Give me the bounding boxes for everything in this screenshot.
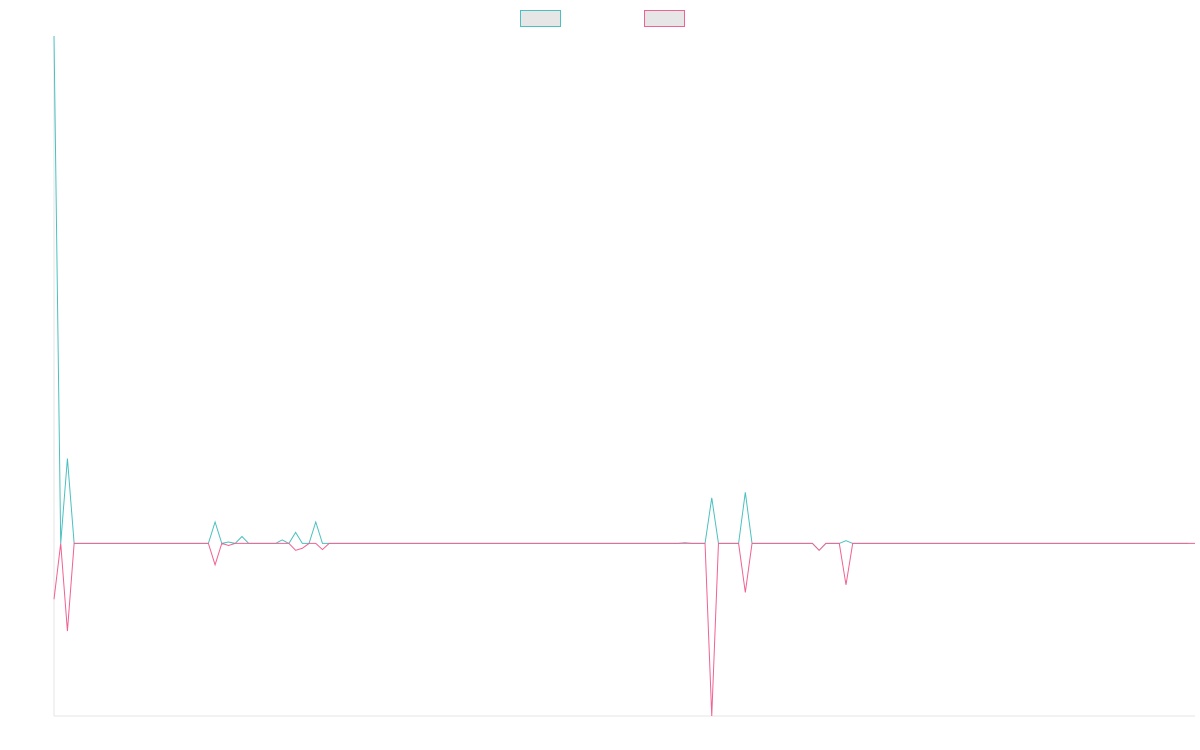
axes <box>53 36 1195 717</box>
legend[interactable] <box>520 10 685 27</box>
legend-swatch-2[interactable] <box>644 10 685 27</box>
series-lines <box>53 35 1195 717</box>
series-2-line <box>53 542 1195 717</box>
legend-item-1[interactable] <box>520 10 561 27</box>
series-1-line <box>53 35 1189 552</box>
legend-swatch-1[interactable] <box>520 10 561 27</box>
series-2 <box>53 542 1195 717</box>
legend-item-2[interactable] <box>644 10 685 27</box>
series-1 <box>53 35 1189 552</box>
